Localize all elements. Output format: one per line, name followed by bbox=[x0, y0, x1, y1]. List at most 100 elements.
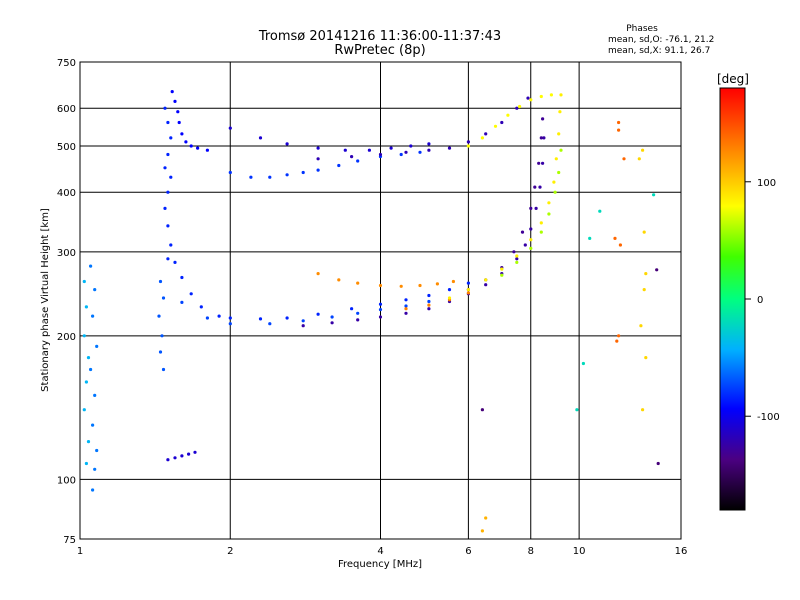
data-point bbox=[337, 278, 341, 282]
data-point bbox=[529, 206, 533, 210]
data-point bbox=[173, 99, 177, 103]
y-tick-label: 400 bbox=[57, 188, 76, 199]
data-point bbox=[169, 243, 173, 247]
data-point bbox=[639, 324, 643, 328]
data-point bbox=[642, 288, 646, 292]
data-point bbox=[285, 316, 289, 320]
y-tick-label: 75 bbox=[63, 535, 76, 546]
data-point bbox=[169, 136, 173, 140]
data-point bbox=[86, 440, 91, 444]
data-point bbox=[427, 142, 431, 146]
data-point bbox=[559, 93, 563, 97]
data-point bbox=[539, 221, 543, 225]
data-point bbox=[642, 230, 646, 234]
colorbar-tick-label: 100 bbox=[757, 178, 776, 189]
colorbar bbox=[719, 87, 746, 511]
data-point bbox=[466, 144, 470, 148]
data-point bbox=[205, 148, 209, 152]
data-point bbox=[617, 334, 621, 338]
data-point bbox=[166, 458, 170, 462]
x-tick-label: 1 bbox=[77, 546, 83, 557]
data-point bbox=[529, 227, 533, 231]
data-point bbox=[91, 423, 95, 427]
data-point bbox=[228, 126, 232, 130]
data-point bbox=[538, 185, 542, 189]
data-point bbox=[541, 161, 545, 165]
phase-heading: Phases bbox=[626, 24, 658, 34]
data-point bbox=[447, 146, 452, 150]
data-point bbox=[249, 175, 253, 179]
x-tick-label: 16 bbox=[675, 546, 688, 557]
data-point bbox=[228, 170, 232, 175]
data-point bbox=[161, 296, 166, 300]
data-point bbox=[575, 408, 579, 412]
data-point bbox=[301, 319, 305, 323]
data-point bbox=[82, 334, 86, 338]
data-point bbox=[539, 230, 543, 234]
data-point bbox=[533, 185, 537, 189]
data-point bbox=[656, 461, 660, 466]
data-point bbox=[515, 254, 519, 258]
data-point bbox=[205, 316, 209, 320]
data-point bbox=[84, 305, 88, 309]
data-point bbox=[644, 272, 648, 276]
data-point bbox=[598, 209, 602, 213]
data-point bbox=[427, 148, 431, 152]
data-point bbox=[217, 314, 221, 318]
data-point bbox=[176, 110, 180, 114]
data-point bbox=[378, 152, 383, 157]
data-point bbox=[558, 110, 562, 114]
data-point bbox=[86, 356, 91, 360]
data-point bbox=[180, 300, 184, 304]
x-tick-label: 4 bbox=[377, 546, 383, 557]
data-point bbox=[451, 279, 455, 284]
data-point bbox=[316, 146, 320, 150]
data-point bbox=[161, 367, 166, 372]
data-point bbox=[466, 281, 470, 285]
data-point bbox=[173, 260, 177, 264]
data-point bbox=[301, 170, 305, 175]
data-point bbox=[399, 284, 403, 288]
data-point bbox=[91, 314, 95, 318]
x-tick-label: 8 bbox=[528, 546, 534, 557]
data-point bbox=[166, 120, 170, 125]
data-point bbox=[557, 170, 561, 175]
data-point bbox=[93, 467, 97, 471]
data-point bbox=[484, 132, 488, 136]
data-point bbox=[189, 144, 193, 148]
data-point bbox=[170, 90, 174, 94]
data-point bbox=[180, 275, 184, 280]
data-point bbox=[622, 157, 626, 161]
data-point bbox=[549, 93, 554, 97]
chart-subtitle: RwPretec (8p) bbox=[334, 43, 425, 58]
data-point bbox=[350, 155, 354, 159]
data-point bbox=[316, 312, 320, 316]
colorbar-tick-label: -100 bbox=[757, 412, 780, 423]
data-point bbox=[367, 148, 371, 152]
data-point bbox=[93, 393, 97, 397]
colorbar-ticks: 100 0 -100 bbox=[745, 178, 780, 423]
data-point bbox=[166, 224, 170, 228]
data-point bbox=[484, 283, 488, 287]
colorbar-tick-label: 0 bbox=[757, 295, 763, 306]
data-point bbox=[553, 190, 557, 194]
data-point bbox=[316, 157, 320, 161]
data-point bbox=[529, 246, 533, 250]
data-point bbox=[404, 298, 408, 302]
data-point bbox=[557, 132, 561, 136]
data-point bbox=[617, 120, 621, 125]
data-point bbox=[480, 529, 484, 533]
data-point bbox=[515, 260, 519, 264]
data-point bbox=[356, 318, 360, 322]
data-point bbox=[480, 136, 484, 140]
data-point bbox=[500, 120, 504, 125]
data-point bbox=[641, 148, 645, 152]
data-point bbox=[199, 305, 203, 309]
data-point bbox=[157, 314, 161, 318]
data-point bbox=[520, 230, 525, 234]
data-point bbox=[447, 296, 452, 300]
data-point bbox=[378, 315, 383, 319]
plot-frame bbox=[79, 61, 682, 540]
chart-title: Tromsø 20141216 11:36:00-11:37:43 bbox=[258, 29, 501, 44]
data-point bbox=[180, 454, 184, 458]
